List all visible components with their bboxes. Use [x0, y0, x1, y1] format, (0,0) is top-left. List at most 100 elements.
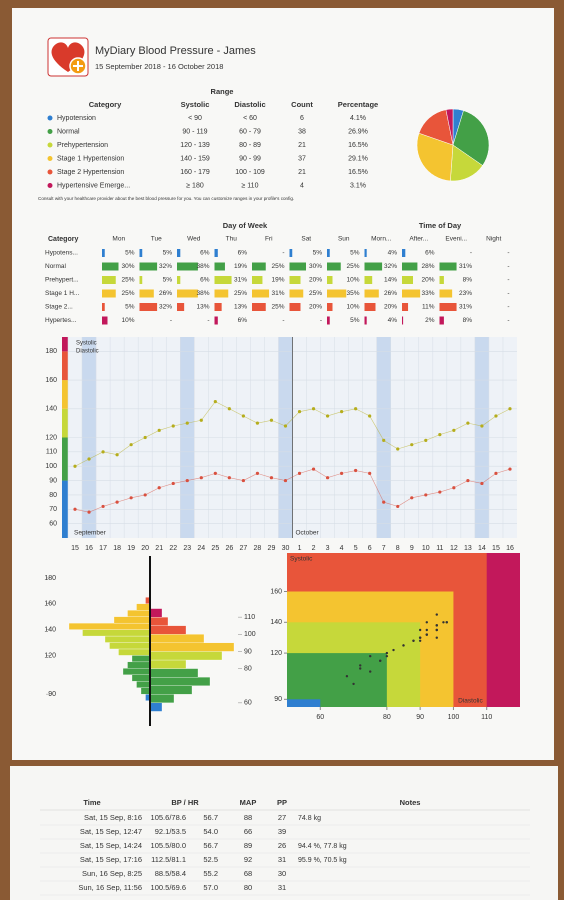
column-header: Mon [112, 236, 125, 243]
data-point [297, 471, 302, 475]
x-tick-label: 80 [383, 714, 391, 721]
y-tick-label: 70 [49, 506, 57, 513]
cell-bar [102, 316, 108, 325]
category-name: Hypotension [57, 115, 96, 122]
cell-value: 10% [346, 304, 359, 311]
group-header: Time of Day [419, 221, 462, 230]
data-point [129, 443, 133, 447]
histogram-bar [131, 674, 151, 682]
reading-time: Sat, 15 Sep, 12:47 [80, 827, 142, 836]
cell-bar [102, 289, 116, 298]
y-tick-label: 180 [44, 575, 56, 582]
cell-percentage: 26.9% [348, 128, 368, 135]
cell-diastolic: 60 - 79 [239, 128, 261, 135]
data-point [101, 504, 105, 509]
data-point [311, 407, 316, 411]
cell-count: 4 [300, 182, 304, 189]
x-tick-label: 13 [464, 545, 472, 552]
data-point [368, 414, 372, 418]
column-header: Category [89, 100, 122, 109]
y-tick-label: 80 [244, 665, 252, 672]
cell-value: 31% [271, 290, 284, 297]
report-title: MyDiary Blood Pressure - James [95, 45, 256, 57]
x-tick-label: 7 [382, 545, 386, 552]
x-tick-label: 60 [316, 714, 324, 721]
data-point [325, 414, 330, 418]
histogram-bar [149, 668, 199, 678]
cell-bar [327, 262, 341, 271]
cell-value: 25% [121, 290, 134, 297]
y-tick-label: 80 [49, 492, 57, 499]
y-tick-label: 120 [270, 650, 282, 657]
data-point [494, 414, 498, 418]
x-tick-label: 27 [239, 545, 247, 552]
reading-notes: 94.4 %, 77.8 kg [298, 843, 347, 850]
cell-diastolic: < 60 [243, 115, 257, 122]
scatter-point [385, 654, 389, 658]
data-point [227, 476, 231, 480]
cell-value: - [507, 263, 509, 270]
cell-bar [139, 249, 143, 257]
cell-value: 13% [234, 304, 247, 311]
data-point [297, 410, 302, 414]
scatter-point [359, 664, 362, 667]
x-tick-label: 10 [422, 545, 430, 552]
cell-value: 25% [346, 263, 359, 270]
cell-bar [177, 289, 198, 298]
cell-bar [289, 303, 301, 311]
cell-bar [402, 289, 421, 298]
x-tick-label: 30 [282, 545, 290, 552]
cell-value: 6% [238, 250, 248, 257]
category-name: Stage 2 Hypertension [57, 169, 124, 176]
cell-value: 20% [309, 277, 322, 284]
cell-bar [139, 289, 154, 298]
reading-time: Sat, 15 Sep, 14:24 [80, 841, 142, 850]
column-header: PP [277, 798, 287, 807]
category-name: Hypertensive Emerge... [57, 182, 130, 189]
cell-value: 32% [384, 263, 397, 270]
data-point [494, 471, 498, 475]
cell-value: 4% [388, 250, 398, 257]
data-point [508, 467, 512, 471]
column-header: Category [48, 236, 78, 243]
data-point [396, 504, 400, 509]
histogram-bar [140, 687, 151, 695]
cell-value: 28% [421, 263, 434, 270]
x-tick-label: 4 [340, 545, 344, 552]
range-group-header: Range [211, 87, 234, 96]
reading-map: 80 [244, 883, 252, 892]
cell-bar [327, 276, 333, 284]
range-strip [62, 408, 68, 438]
pie-slice [445, 108, 454, 146]
cell-value: 33% [421, 290, 434, 297]
y-tick-label: 140 [270, 619, 282, 626]
category-dot [47, 169, 53, 175]
column-header: Notes [400, 798, 421, 807]
range-zone [287, 699, 321, 707]
cell-value: 10% [121, 317, 134, 324]
cell-bar [289, 262, 306, 271]
cell-bar [364, 303, 376, 311]
data-point [382, 438, 386, 442]
cell-percentage: 16.5% [348, 142, 368, 149]
data-point [396, 447, 400, 451]
column-header: Wed [187, 236, 201, 243]
histogram-bar [149, 616, 169, 626]
cell-count: 21 [298, 169, 306, 176]
data-point [73, 464, 77, 468]
histogram-bar [149, 625, 187, 635]
category-name: Normal [57, 128, 80, 135]
cell-value: 5% [350, 250, 360, 257]
cell-bar [252, 303, 266, 311]
data-point [185, 421, 189, 425]
histogram-bar [104, 635, 151, 643]
histogram-bar [149, 676, 211, 686]
reading-pp: 39 [278, 827, 286, 836]
logo-plus [73, 61, 83, 71]
scatter-point [435, 636, 438, 639]
cell-value: 26% [384, 290, 397, 297]
cell-bar [364, 316, 367, 325]
data-point [143, 435, 147, 440]
cell-value: - [507, 304, 509, 311]
